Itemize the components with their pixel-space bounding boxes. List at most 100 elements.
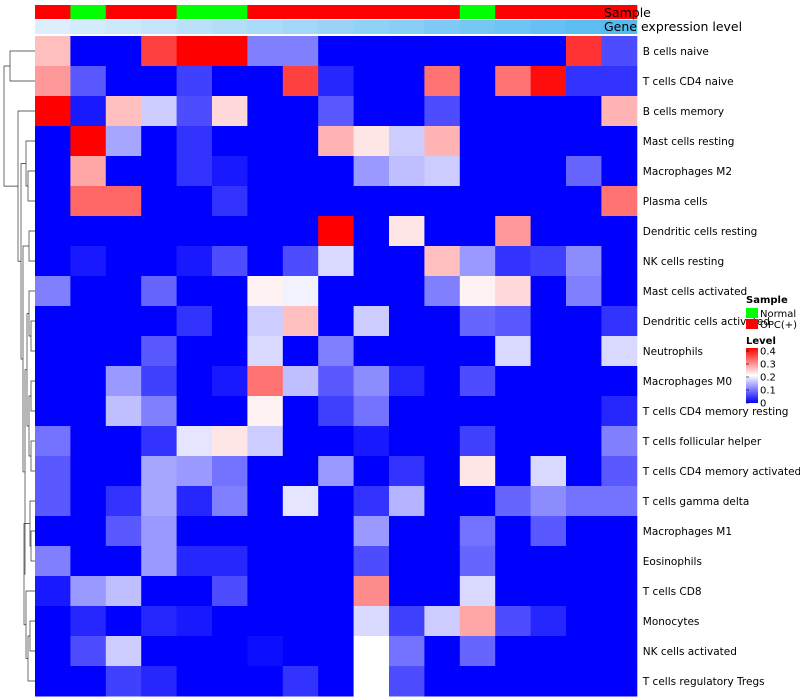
heatmap-cell [566, 666, 602, 697]
heatmap-cell [176, 156, 213, 187]
heatmap-cell [212, 126, 248, 157]
heatmap-cell [566, 396, 602, 427]
heatmap-cell [495, 516, 532, 547]
heatmap-cell [247, 36, 284, 67]
expression-annotation-cell [35, 20, 71, 34]
heatmap-cell [530, 396, 567, 427]
legend-tick-label: 0 [760, 399, 766, 410]
heatmap-cell [141, 426, 178, 457]
heatmap-cell [459, 576, 496, 607]
heatmap-cell [212, 426, 248, 457]
heatmap-cell [424, 216, 461, 247]
row-label: T cells gamma delta [642, 496, 750, 508]
heatmap-cell [495, 306, 532, 337]
heatmap-cell [353, 276, 390, 307]
heatmap-cell [353, 126, 390, 157]
heatmap-cell [495, 366, 532, 397]
heatmap-cell [459, 426, 496, 457]
heatmap-cell [105, 486, 142, 517]
heatmap-cell [35, 336, 71, 367]
heatmap-cell [566, 216, 602, 247]
heatmap-cell [70, 666, 107, 697]
heatmap-cell [141, 306, 178, 337]
heatmap-cell [247, 216, 284, 247]
heatmap-cell [282, 246, 319, 277]
legend-sample-title: Sample [746, 295, 788, 306]
heatmap-cell [35, 216, 71, 247]
dendrogram-branch [22, 245, 29, 473]
heatmap-cell [566, 306, 602, 337]
heatmap-cell [282, 666, 319, 697]
heatmap-cell [424, 126, 461, 157]
heatmap-cell [141, 366, 178, 397]
heatmap-cell [141, 96, 178, 127]
heatmap-cell [601, 66, 638, 97]
heatmap-cell [601, 576, 638, 607]
heatmap-cell [495, 546, 532, 577]
heatmap-cell [566, 246, 602, 277]
expression-annotation-cell [70, 20, 107, 34]
heatmap-cell [35, 516, 71, 547]
heatmap-cell [353, 666, 390, 697]
heatmap-cell [495, 126, 532, 157]
sample-annotation-cell [566, 5, 602, 19]
heatmap-cell [389, 516, 425, 547]
heatmap-cell [35, 606, 71, 637]
heatmap-cell [70, 96, 107, 127]
heatmap-cell [247, 336, 284, 367]
heatmap-cell [318, 156, 355, 187]
heatmap-cell [530, 276, 567, 307]
heatmap-cell [601, 546, 638, 577]
heatmap-cell [530, 486, 567, 517]
heatmap-cell [318, 246, 355, 277]
heatmap-cell [566, 576, 602, 607]
heatmap-cell [353, 306, 390, 337]
heatmap-cell [495, 276, 532, 307]
dendrogram-branch [30, 440, 35, 472]
legend-tick-label: 0.3 [760, 360, 776, 371]
heatmap-cell [141, 36, 178, 67]
heatmap-cell [318, 306, 355, 337]
heatmap-cell [389, 546, 425, 577]
heatmap-cell [282, 516, 319, 547]
row-label: Macrophages M2 [643, 166, 732, 178]
row-label: T cells CD4 memory resting [642, 406, 789, 418]
dendrogram-branch [9, 50, 35, 82]
heatmap-cell [247, 366, 284, 397]
heatmap-cell [601, 516, 638, 547]
heatmap-cell [424, 306, 461, 337]
heatmap-cell [105, 66, 142, 97]
heatmap-cell [70, 606, 107, 637]
heatmap-cell [212, 456, 248, 487]
heatmap-cell [247, 576, 284, 607]
heatmap-cell [282, 396, 319, 427]
sample-annotation-bar [35, 5, 638, 19]
heatmap-cell [212, 336, 248, 367]
heatmap-cell [530, 546, 567, 577]
expression-annotation-cell [318, 20, 355, 34]
heatmap-cell [212, 576, 248, 607]
legend-level-gradient [746, 348, 758, 403]
heatmap-cell [141, 396, 178, 427]
heatmap-cell [601, 666, 638, 697]
heatmap-cell [141, 126, 178, 157]
heatmap-cell [459, 126, 496, 157]
heatmap-cell [353, 186, 390, 217]
expression-annotation-cell [389, 20, 425, 34]
dendrogram-branch [28, 230, 35, 262]
expression-annotation-cell [282, 20, 319, 34]
heatmap-cell [318, 666, 355, 697]
heatmap-cell [353, 546, 390, 577]
legend-tick-label: 0.2 [760, 373, 776, 384]
heatmap-cell [105, 36, 142, 67]
heatmap-cell [141, 486, 178, 517]
heatmap-cell [141, 606, 178, 637]
heatmap-cell [35, 246, 71, 277]
sample-annotation-cell [282, 5, 319, 19]
heatmap-cell [70, 546, 107, 577]
heatmap-cell [176, 546, 213, 577]
heatmap-cell [424, 156, 461, 187]
heatmap-cell [35, 66, 71, 97]
heatmap-cell [176, 396, 213, 427]
heatmap-cell [353, 366, 390, 397]
